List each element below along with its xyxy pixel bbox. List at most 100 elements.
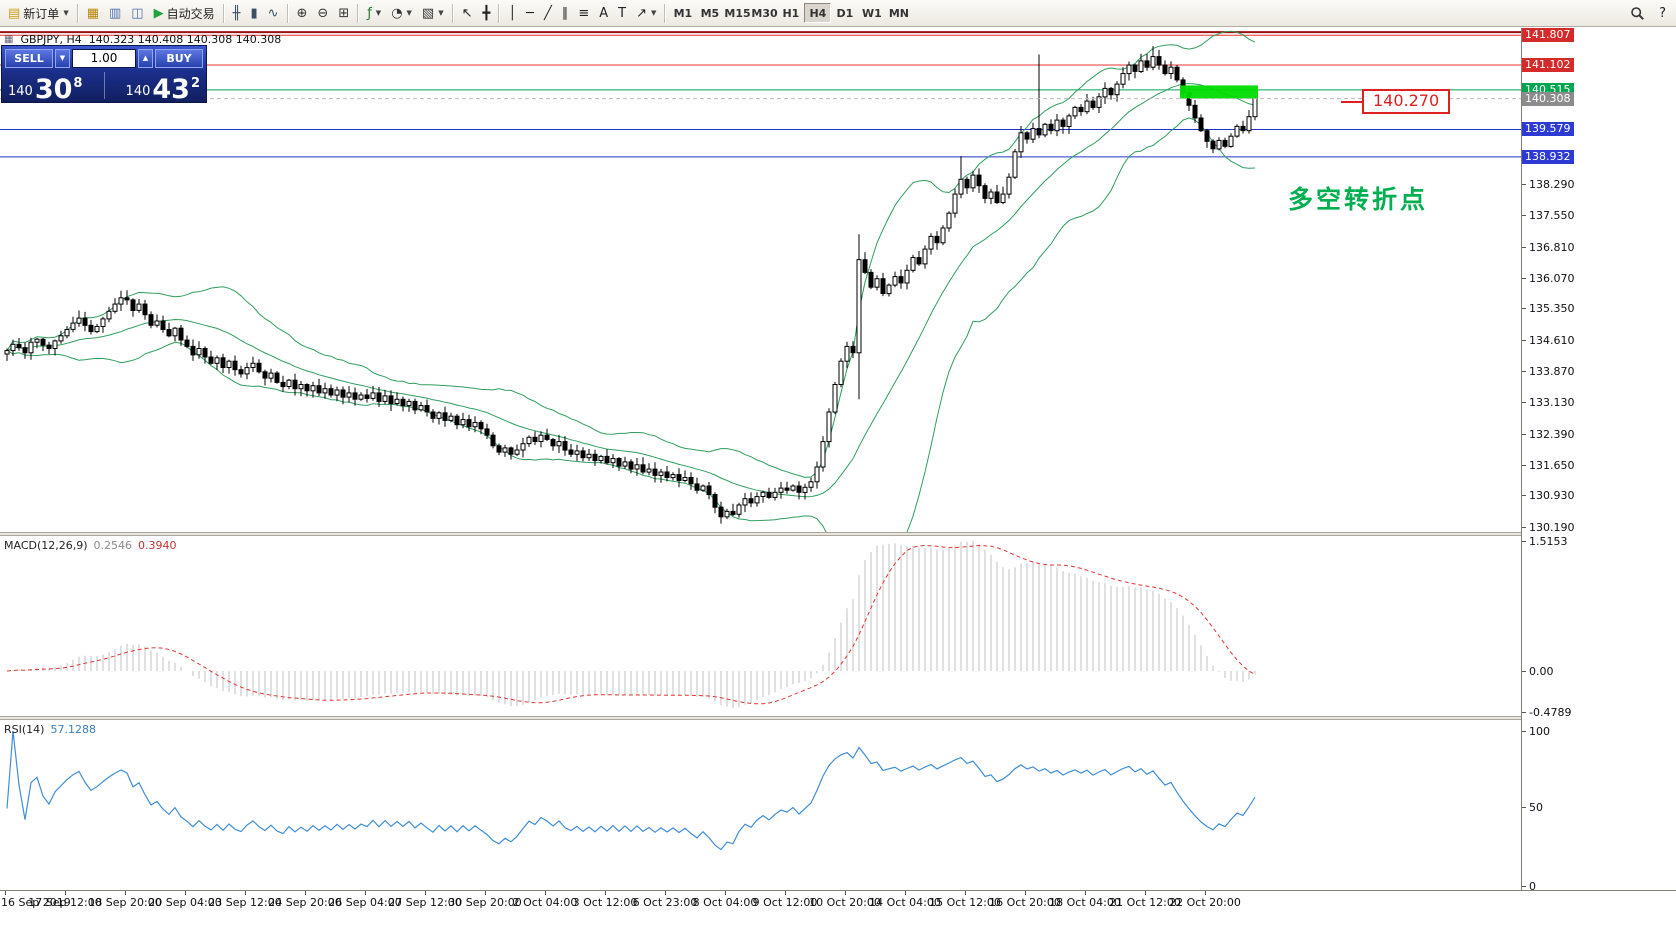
time-tick-mark <box>1145 891 1146 895</box>
date-label: 14 Oct 04:00 <box>869 896 941 909</box>
search-icon[interactable] <box>1625 2 1650 24</box>
rsi-pane[interactable]: RSI(14) 57.1288 <box>0 720 1521 890</box>
buy-price-big: 43 <box>152 74 190 105</box>
horizontal-line-icon[interactable]: ─ <box>521 2 539 24</box>
help-cursor-icon[interactable]: ? <box>1654 2 1671 24</box>
rsi-value: 57.1288 <box>50 723 96 736</box>
timeframe-w1-button[interactable]: W1 <box>858 3 885 23</box>
axis-tick-mark <box>1522 464 1526 466</box>
tile-windows-icon-glyph: ⊞ <box>338 5 350 21</box>
macd-signal-value: 0.3940 <box>138 539 177 552</box>
tile-windows-icon[interactable]: ⊞ <box>333 2 354 24</box>
candlestick-chart-icon[interactable]: ▮ <box>245 2 262 24</box>
sell-price[interactable]: 140 30 8 <box>8 74 82 105</box>
trendline-icon[interactable]: ╱ <box>539 2 557 24</box>
candlestick-chart-icon-glyph: ▮ <box>250 5 258 21</box>
time-tick-mark <box>1085 891 1086 895</box>
zoom-out-icon[interactable]: ⊖ <box>312 2 333 24</box>
macd-pane[interactable]: MACD(12,26,9) 0.2546 0.3940 <box>0 536 1521 716</box>
caret-down-icon: ▼ <box>406 9 412 17</box>
price-tick-label: 133.870 <box>1529 364 1575 378</box>
date-label: 18 Oct 04:00 <box>1049 896 1121 909</box>
market-watch-icon-glyph: ▥ <box>109 5 122 21</box>
macd-header: MACD(12,26,9) 0.2546 0.3940 <box>4 539 177 552</box>
zoom-out-icon-glyph: ⊖ <box>317 5 329 21</box>
fibonacci-icon[interactable]: ≡ <box>573 2 594 24</box>
zoom-in-icon[interactable]: ⊕ <box>292 2 313 24</box>
label-icon[interactable]: T <box>613 2 631 24</box>
arrows-icon[interactable]: ↗ ▼ <box>631 2 661 24</box>
autotrading-glyph: ▶ <box>153 5 164 21</box>
timeframe-m1-button[interactable]: M1 <box>669 3 696 23</box>
bollinger-upper-band <box>6 30 1256 478</box>
trendline-icon-glyph: ╱ <box>544 5 552 21</box>
macd-main-value: 0.2546 <box>93 539 133 552</box>
timeframe-m15-button[interactable]: M15 <box>723 3 750 23</box>
date-label: 20 Sep 04:00 <box>148 896 222 909</box>
channel-icon[interactable]: ∥ <box>557 2 574 24</box>
date-label: 15 Oct 12:00 <box>929 896 1001 909</box>
volume-decrease-button[interactable]: ▼ <box>55 48 70 68</box>
date-label: 17 Sep 12:00 <box>28 896 102 909</box>
date-label: 6 Oct 23:00 <box>632 896 698 909</box>
volume-increase-button[interactable]: ▲ <box>138 48 153 68</box>
market-watch-icon[interactable]: ▥ <box>104 2 126 24</box>
highlight-rectangle[interactable] <box>1180 85 1258 99</box>
price-callout-label[interactable]: 140.270 <box>1362 89 1451 114</box>
zoom-in-icon-glyph: ⊕ <box>296 5 308 21</box>
axis-tick-mark <box>1522 886 1526 887</box>
timeframe-mn-button[interactable]: MN <box>885 3 912 23</box>
pane-splitter[interactable] <box>0 532 1676 536</box>
axis-tick-mark <box>1522 495 1526 497</box>
channel-icon-glyph: ∥ <box>561 5 569 21</box>
rsi-chart[interactable] <box>0 720 1521 890</box>
buy-button[interactable]: BUY <box>155 48 203 68</box>
text-icon-glyph: A <box>599 5 609 21</box>
time-axis[interactable]: 16 Sep 2019 17 Sep 12:00 18 Sep 20:00 20 Se… <box>0 890 1676 913</box>
axis-tick-mark <box>1522 277 1526 279</box>
volume-input[interactable] <box>72 48 136 68</box>
periods-icon[interactable]: ◔ ▼ <box>386 2 417 24</box>
autotrading-button[interactable]: ▶ 自动交易 <box>149 2 220 24</box>
data-window-icon[interactable]: ◫ <box>126 2 148 24</box>
sell-price-big: 30 <box>34 74 73 105</box>
price-pane[interactable]: ▦ GBPJPY, H4 140.323 140.408 140.308 140… <box>0 28 1521 532</box>
line-chart-icon[interactable]: ∿ <box>263 2 284 24</box>
timeframe-m5-button[interactable]: M5 <box>696 3 723 23</box>
timeframe-h4-button[interactable]: H4 <box>804 3 832 23</box>
new-order-button[interactable]: ▤ 新订单 ▼ <box>3 2 74 24</box>
bar-chart-icon[interactable]: ╫ <box>228 2 246 24</box>
text-icon[interactable]: A <box>594 2 613 24</box>
timeframe-m30-button[interactable]: M30 <box>750 3 777 23</box>
indicators-icon[interactable]: ƒ ▼ <box>362 2 386 24</box>
date-label: 8 Oct 04:00 <box>692 896 758 909</box>
horizontal-lines[interactable] <box>0 31 1521 158</box>
toolbar-separator <box>357 3 360 23</box>
price-tick-label: 130.190 <box>1529 520 1575 534</box>
buy-price[interactable]: 140 43 2 <box>126 74 200 105</box>
chart-profiles-icon[interactable]: ▦ <box>82 2 104 24</box>
sell-button[interactable]: SELL <box>5 48 53 68</box>
cursor-icon[interactable]: ↖ <box>457 2 478 24</box>
time-tick-mark <box>65 891 66 895</box>
pane-splitter[interactable] <box>0 716 1676 720</box>
new-order-button-label: 新订单 <box>23 6 60 21</box>
bollinger-bands <box>6 30 1256 532</box>
crosshair-icon[interactable]: ╋ <box>478 2 496 24</box>
macd-tick-label: -0.4789 <box>1529 706 1572 719</box>
timeframe-d1-button[interactable]: D1 <box>831 3 858 23</box>
price-tick-label: 133.130 <box>1529 396 1575 410</box>
date-label: 23 Sep 12:00 <box>208 896 282 909</box>
vertical-line-icon[interactable]: │ <box>503 2 521 24</box>
price-chart[interactable] <box>0 28 1521 532</box>
rsi-tick-label: 100 <box>1529 725 1550 738</box>
templates-icon[interactable]: ▧ ▼ <box>417 2 449 24</box>
macd-chart[interactable] <box>0 536 1521 716</box>
price-axis[interactable]: 138.290 137.550 136.810 136.070 135.350 134.6… <box>1521 28 1676 890</box>
date-label: 22 Oct 20:00 <box>1169 896 1241 909</box>
line-chart-icon-glyph: ∿ <box>267 5 279 21</box>
price-callout-tick <box>1341 101 1362 103</box>
arrows-icon-glyph: ↗ <box>636 5 647 21</box>
timeframe-h1-button[interactable]: H1 <box>777 3 804 23</box>
turning-point-annotation[interactable]: 多空转折点 <box>1288 185 1429 214</box>
